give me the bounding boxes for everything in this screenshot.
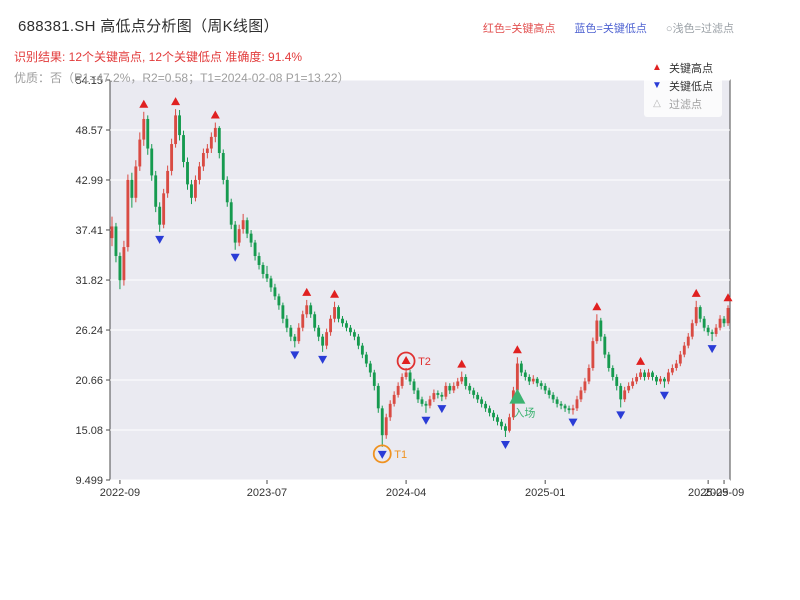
svg-text:T2: T2: [418, 356, 431, 368]
chart-legend-key-low-label: 关键低点: [669, 81, 713, 93]
svg-text:2022-09: 2022-09: [100, 487, 140, 499]
recognition-result-text: 识别结果: 12个关键高点, 12个关键低点 准确度: 91.4%: [14, 50, 303, 64]
key-high-markers: [139, 97, 733, 368]
key-low-markers: [155, 235, 717, 459]
svg-text:37.41: 37.41: [75, 225, 103, 237]
svg-text:26.24: 26.24: [75, 325, 103, 337]
svg-text:2025-09: 2025-09: [704, 487, 744, 499]
svg-text:2024-04: 2024-04: [386, 487, 426, 499]
axes-layer: 54.15 48.57 42.99 37.41 31.82 26.24 20.66 15.08…: [75, 75, 744, 499]
filtered-triangle-icon: △: [653, 98, 661, 109]
chart-legend-key-high: ▲ 关键高点: [651, 59, 713, 77]
svg-text:54.15: 54.15: [75, 75, 103, 87]
svg-text:入场: 入场: [513, 406, 535, 420]
svg-text:42.99: 42.99: [75, 175, 103, 187]
svg-text:T1: T1: [394, 449, 407, 461]
svg-text:48.57: 48.57: [75, 125, 103, 137]
candles-layer: [110, 109, 730, 447]
annotations-layer: T2 T1 入场: [372, 351, 535, 464]
key-low-triangle-icon: ▼: [652, 80, 662, 91]
chart-legend-box: ▲ 关键高点 ▼ 关键低点 △ 过滤点: [644, 56, 722, 117]
header-legend-filtered: ○浅色=过滤点: [665, 23, 734, 35]
key-high-triangle-icon: ▲: [652, 62, 662, 73]
svg-text:31.82: 31.82: [75, 275, 103, 287]
header-legend-key-high: 红色=关键高点: [482, 23, 556, 35]
chart-legend-key-high-label: 关键高点: [669, 63, 713, 75]
chart-legend-filtered-label: 过滤点: [669, 99, 702, 111]
svg-text:9.499: 9.499: [75, 475, 103, 487]
svg-text:2025-09: 2025-09: [688, 487, 728, 499]
svg-text:2025-01: 2025-01: [525, 487, 565, 499]
chart-legend-filtered: △ 过滤点: [651, 95, 713, 113]
page-title: 688381.SH 高低点分析图（周K线图）: [18, 18, 279, 35]
header-legend-key-low: 蓝色=关键低点: [574, 23, 647, 35]
svg-text:20.66: 20.66: [75, 375, 103, 387]
svg-text:15.08: 15.08: [75, 425, 103, 437]
header-legend: 红色=关键高点 蓝色=关键低点 ○浅色=过滤点: [467, 20, 734, 36]
chart-legend-key-low: ▼ 关键低点: [651, 77, 713, 95]
svg-text:2023-07: 2023-07: [247, 487, 287, 499]
quality-text: 优质：否（R1=47.2%，R2=0.58；T1=2024-02-08 P1=1…: [14, 71, 350, 85]
